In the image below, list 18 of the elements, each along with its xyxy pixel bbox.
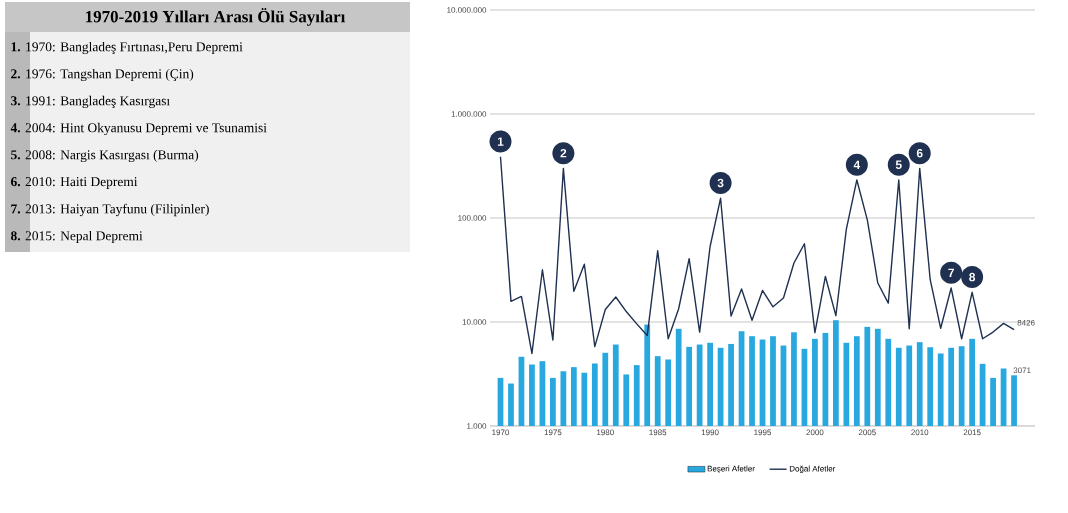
text: 6. 2010: Haiti Depremi: [10, 177, 138, 189]
text: 3. 1991: Bangladeş Kasırgası: [11, 95, 170, 109]
text: 8. 2015: Nepal Depremi: [10, 230, 143, 244]
text: 4. 2004: Hint Okyanusu Depremi ve Tsunamisi: [10, 122, 267, 136]
text: 2. 1976: Tangshan Depremi (Çin): [11, 68, 194, 82]
annotation: 3: [717, 178, 724, 188]
annotation: 8: [969, 272, 976, 282]
text: 5. 2008: Nargis Kasırgası (Burma): [11, 149, 199, 163]
line-series: [499, 156, 1015, 355]
annotation: 1: [497, 137, 504, 146]
annotation: 7: [948, 268, 954, 277]
annotation: 4: [853, 160, 861, 169]
annotation: 2: [560, 149, 567, 158]
annotation: 5: [895, 160, 902, 169]
annotation: 6: [916, 148, 923, 158]
text: 1970-2019 Yılları Arası Ölü Sayıları: [86, 8, 346, 26]
text: 1. 1970: Bangladeş Fırtınası,Peru Depremi: [11, 41, 243, 55]
text: 7. 2013: Haiyan Tayfunu (Filipinler): [11, 203, 209, 217]
